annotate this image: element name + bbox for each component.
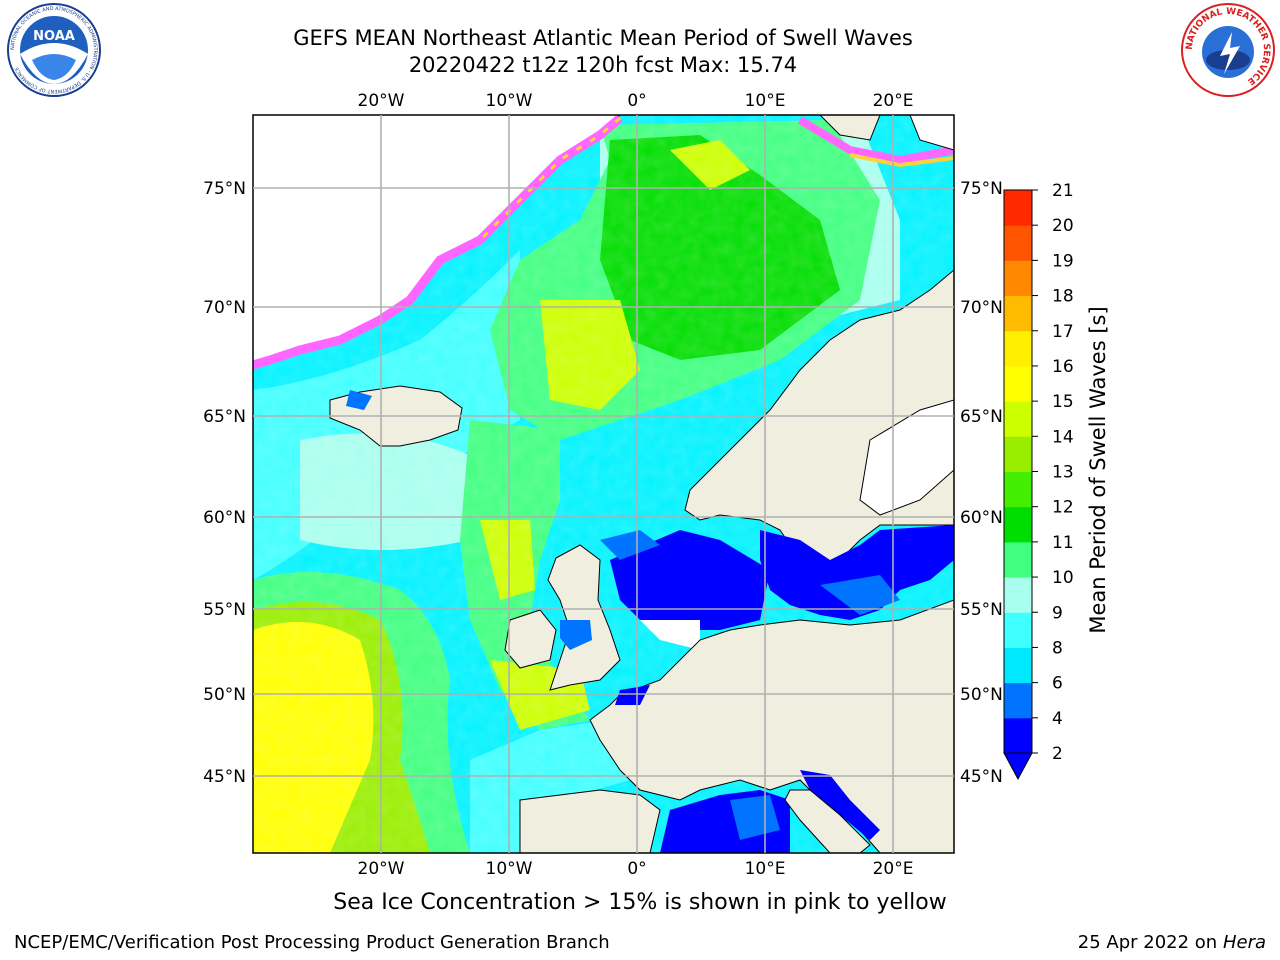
date-text: 25 Apr 2022 on Hera: [1078, 932, 1266, 953]
colorbar-tick-label: 11: [1052, 533, 1074, 553]
lat-label-left: 75°N: [203, 179, 246, 199]
colorbar-segment: [1004, 647, 1032, 684]
colorbar-segment: [1004, 401, 1032, 437]
map-area: [253, 115, 954, 853]
baltic-sea-4s: [820, 575, 900, 615]
noaa-logo-text: NOAA: [33, 29, 75, 44]
lat-label-right: 75°N: [960, 179, 1003, 199]
colorbar-tick-label: 15: [1052, 392, 1074, 412]
colorbar-tick-label: 19: [1052, 251, 1074, 271]
lon-label-top: 20°E: [873, 91, 914, 111]
colorbar-segment: [1004, 190, 1032, 226]
colorbar-tick-label: 8: [1052, 638, 1063, 658]
swell-field-2s-iceland: [346, 390, 372, 410]
colorbar: 2 4 6 8 9 10 11 12 13 14 15 16 17 18 19 20 21: [1003, 181, 1074, 781]
colorbar-segment: [1004, 436, 1032, 472]
lat-label-left: 70°N: [203, 298, 246, 318]
north-sea-2s: [610, 530, 770, 630]
colorbar-segment: [1004, 365, 1032, 402]
map-subtitle: 20220422 t12z 120h fcst Max: 15.74: [408, 53, 798, 77]
lon-label-top: 20°W: [358, 91, 405, 111]
map-title: GEFS MEAN Northeast Atlantic Mean Period…: [293, 26, 913, 50]
colorbar-segment: [1004, 541, 1032, 578]
sea-ice-edge-greenland-yellow: [478, 116, 621, 242]
lat-label-left: 65°N: [203, 407, 246, 427]
lat-label-right: 55°N: [960, 600, 1003, 620]
colorbar-segment: [1004, 330, 1032, 367]
map-frame: [252, 114, 955, 854]
colorbar-tick-label: 20: [1052, 216, 1074, 236]
adriatic-2s: [800, 770, 880, 840]
lon-label-bottom: 20°W: [358, 859, 405, 879]
colorbar-tick-label: 16: [1052, 357, 1074, 377]
north-sea-4s: [600, 530, 660, 560]
lon-labels-top: 20°W 10°W 0° 10°E 20°E: [358, 91, 914, 111]
colorbar-tick-label: 6: [1052, 674, 1063, 694]
lat-label-right: 50°N: [960, 685, 1003, 705]
colorbar-segment: [1004, 717, 1032, 754]
iberia-landmass: [519, 789, 661, 853]
nws-logo: NATIONAL WEATHER SERVICE: [1181, 3, 1275, 97]
lat-label-left: 60°N: [203, 508, 246, 528]
colorbar-tick-label: 12: [1052, 498, 1074, 518]
colorbar-segment: [1004, 225, 1032, 261]
colorbar-label: Mean Period of Swell Waves [s]: [1086, 306, 1110, 633]
lon-label-bottom: 10°E: [745, 859, 786, 879]
colorbar-segment: [1004, 295, 1032, 332]
lat-label-left: 45°N: [203, 767, 246, 787]
colorbar-segment: [1004, 260, 1032, 297]
english-channel-2s: [615, 685, 650, 705]
lat-label-right: 60°N: [960, 508, 1003, 528]
lat-label-right: 65°N: [960, 407, 1003, 427]
colorbar-tick-label: 18: [1052, 287, 1074, 307]
colorbar-tick-label: 21: [1052, 181, 1074, 201]
colorbar-segment: [1004, 612, 1032, 648]
colorbar-tick-label: 9: [1052, 603, 1063, 623]
colorbar-segment: [1004, 682, 1032, 719]
lat-label-right: 70°N: [960, 298, 1003, 318]
date-value: 25 Apr 2022 on: [1077, 932, 1218, 953]
sea-ice-note: Sea Ice Concentration > 15% is shown in …: [333, 890, 947, 915]
north-sea-nodata: [640, 620, 700, 650]
colorbar-segment: [1004, 506, 1032, 543]
noaa-logo: NOAA NATIONAL OCEANIC AND ATMOSPHERIC AD…: [7, 3, 101, 97]
colorbar-extend-arrow: [1003, 752, 1033, 781]
colorbar-segment: [1004, 577, 1032, 613]
machine-name: Hera: [1222, 932, 1266, 953]
lat-label-right: 45°N: [960, 767, 1003, 787]
colorbar-tick-label: 13: [1052, 463, 1074, 483]
svalbard-landmass: [819, 115, 881, 141]
graticule: [253, 115, 954, 853]
lat-label-left: 55°N: [203, 600, 246, 620]
baltic-sea-2s: [760, 525, 954, 620]
lon-label-top: 10°E: [745, 91, 786, 111]
bothnia-nodata: [859, 399, 954, 516]
colorbar-tick-label: 14: [1052, 427, 1074, 447]
colorbar-segment: [1004, 471, 1032, 508]
lat-labels-right: 75°N 70°N 65°N 60°N 55°N 50°N 45°N: [960, 179, 1003, 787]
colorbar-tick-label: 2: [1052, 744, 1063, 764]
mediterranean-4s: [730, 795, 780, 840]
lon-label-bottom: 20°E: [873, 859, 914, 879]
lat-labels-left: 75°N 70°N 65°N 60°N 55°N 50°N 45°N: [203, 179, 246, 787]
great-britain-landmass: [547, 544, 621, 691]
credit-text: NCEP/EMC/Verification Post Processing Pr…: [14, 932, 610, 953]
svalbard-east-ice: [909, 115, 954, 151]
italy-landmass: [784, 789, 871, 853]
lon-label-bottom: 0°: [627, 859, 646, 879]
ireland-landmass: [504, 609, 557, 669]
colorbar-tick-label: 4: [1052, 709, 1063, 729]
lon-label-top: 0°: [627, 91, 646, 111]
sea-ice-edge-svalbard: [797, 116, 954, 165]
lon-label-bottom: 10°W: [486, 859, 533, 879]
sea-ice-edge-svalbard-yellow: [849, 153, 954, 168]
lon-label-top: 10°W: [486, 91, 533, 111]
colorbar-tick-label: 10: [1052, 568, 1074, 588]
irish-sea-4s: [560, 620, 592, 650]
lat-label-left: 50°N: [203, 685, 246, 705]
lon-labels-bottom: 20°W 10°W 0° 10°E 20°E: [358, 859, 914, 879]
colorbar-tick-label: 17: [1052, 322, 1074, 342]
